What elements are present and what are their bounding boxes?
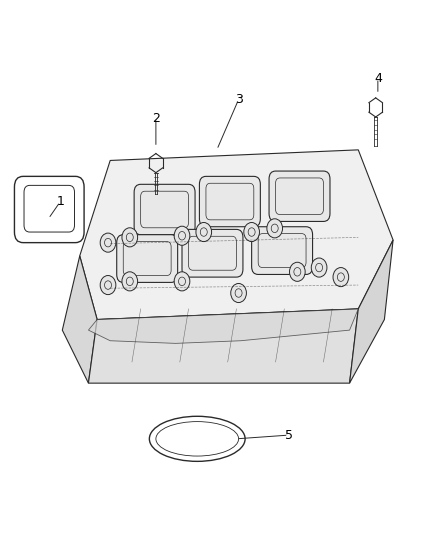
Polygon shape: [88, 309, 358, 343]
Circle shape: [122, 228, 138, 247]
Text: 2: 2: [152, 111, 160, 125]
FancyBboxPatch shape: [252, 227, 313, 274]
Circle shape: [333, 268, 349, 287]
Text: 5: 5: [285, 429, 293, 442]
Circle shape: [244, 222, 259, 241]
Text: 3: 3: [235, 93, 243, 106]
Circle shape: [290, 262, 305, 281]
Polygon shape: [62, 256, 97, 383]
Circle shape: [174, 272, 190, 291]
Circle shape: [196, 222, 212, 241]
Circle shape: [100, 276, 116, 295]
Circle shape: [174, 226, 190, 245]
FancyBboxPatch shape: [134, 184, 195, 235]
FancyBboxPatch shape: [199, 176, 260, 227]
Text: 4: 4: [374, 72, 382, 85]
Polygon shape: [88, 309, 358, 383]
Circle shape: [122, 272, 138, 291]
Circle shape: [267, 219, 283, 238]
Circle shape: [311, 258, 327, 277]
FancyBboxPatch shape: [182, 229, 243, 277]
Text: 1: 1: [56, 195, 64, 208]
FancyBboxPatch shape: [269, 171, 330, 221]
Polygon shape: [80, 150, 393, 319]
Polygon shape: [350, 240, 393, 383]
FancyBboxPatch shape: [117, 235, 178, 282]
Circle shape: [231, 284, 247, 303]
Circle shape: [100, 233, 116, 252]
